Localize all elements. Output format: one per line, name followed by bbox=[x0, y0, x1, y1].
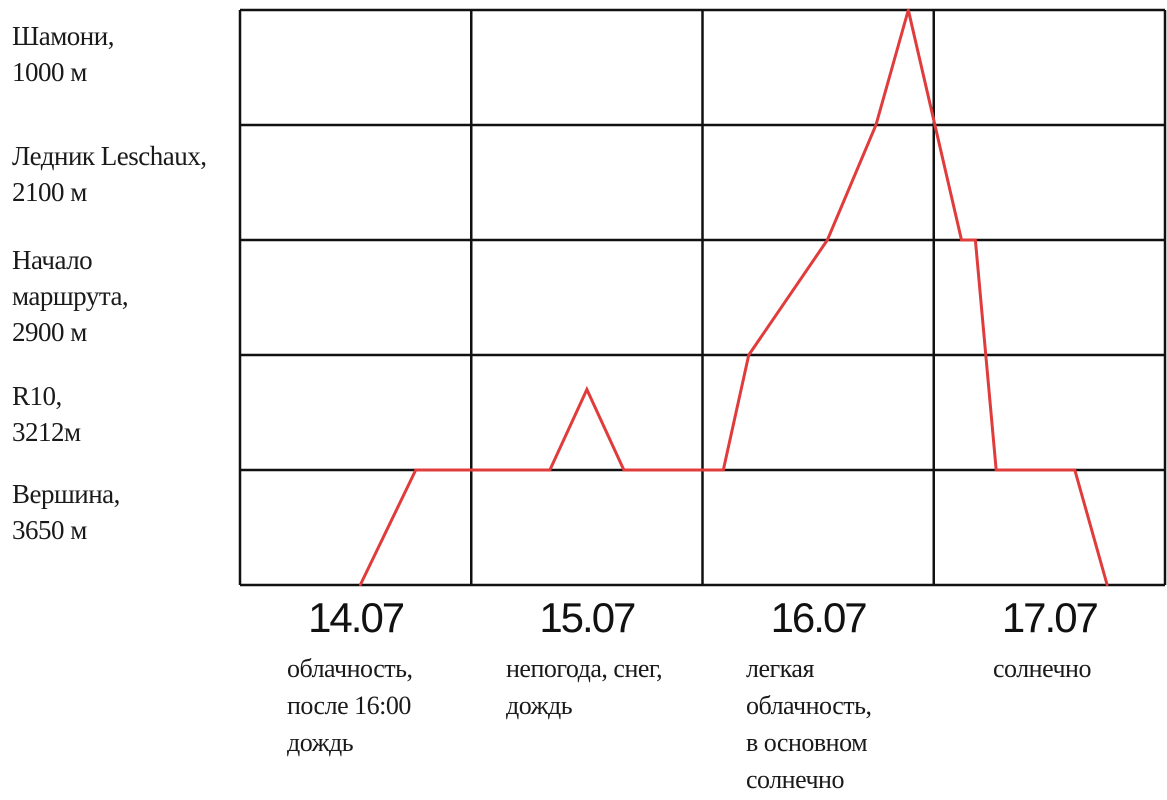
y-label-2: Начало маршрута, 2900 м bbox=[12, 242, 129, 350]
y-label-line: Ледник Leschaux, bbox=[12, 141, 207, 171]
x-tick-label: 16.07 bbox=[770, 594, 868, 641]
y-label-0: Шамони, 1000 м bbox=[12, 18, 114, 90]
series-point-1 bbox=[414, 468, 417, 472]
weather-note-line: в основном bbox=[746, 728, 868, 757]
day-column-0: 14.07 облачность, после 16:00 дождь bbox=[241, 590, 471, 761]
y-label-line: R10, bbox=[12, 381, 62, 411]
series-point-7 bbox=[826, 238, 829, 242]
weather-note: облачность, после 16:00 дождь bbox=[287, 650, 471, 761]
series-point-13 bbox=[1073, 468, 1077, 472]
y-label-line: маршрута, bbox=[12, 281, 129, 311]
day-column-2: 16.07 легкая облачность, в основном солнечно bbox=[703, 590, 933, 798]
chart-series bbox=[358, 8, 1109, 587]
y-label-line: Шамони, bbox=[12, 21, 114, 51]
y-label-line: Начало bbox=[12, 245, 93, 275]
weather-note: непогода, снег, дождь bbox=[506, 650, 702, 724]
series-point-10 bbox=[960, 238, 963, 242]
x-tick-label: 14.07 bbox=[308, 594, 405, 641]
series-point-14 bbox=[1105, 583, 1109, 587]
weather-note-line: облачность, bbox=[746, 691, 872, 720]
y-label-4: Вершина, 3650 м bbox=[12, 476, 120, 548]
weather-note-line: дождь bbox=[506, 691, 573, 720]
weather-note: легкая облачность, в основном солнечно bbox=[746, 650, 933, 798]
series-point-3 bbox=[585, 388, 589, 391]
weather-note-line: солнечно bbox=[993, 654, 1091, 683]
x-tick-label: 15.07 bbox=[539, 594, 636, 641]
series-point-9 bbox=[907, 8, 910, 12]
series-point-2 bbox=[548, 468, 552, 472]
weather-note-line: солнечно bbox=[746, 765, 844, 794]
day-column-3: 17.07 солнечно bbox=[934, 590, 1164, 687]
series-point-8 bbox=[874, 123, 878, 127]
weather-note-line: легкая bbox=[746, 654, 814, 683]
y-label-line: 3650 м bbox=[12, 515, 87, 545]
y-label-line: 1000 м bbox=[12, 57, 87, 87]
series-point-4 bbox=[622, 468, 626, 472]
series-point-0 bbox=[359, 583, 362, 587]
chart-grid bbox=[238, 8, 1167, 587]
weather-note-line: после 16:00 bbox=[287, 691, 411, 720]
weather-note: солнечно bbox=[993, 650, 1164, 687]
y-label-line: Вершина, bbox=[12, 479, 120, 509]
series-point-11 bbox=[974, 238, 977, 242]
series-point-6 bbox=[747, 353, 750, 357]
y-label-3: R10, 3212м bbox=[12, 378, 81, 450]
day-column-1: 15.07 непогода, снег, дождь bbox=[472, 590, 702, 724]
weather-note-line: непогода, снег, bbox=[506, 654, 663, 683]
y-label-1: Ледник Leschaux, 2100 м bbox=[12, 138, 207, 210]
y-label-line: 2900 м bbox=[12, 317, 87, 347]
y-label-line: 2100 м bbox=[12, 177, 87, 207]
weather-note-line: облачность, bbox=[287, 654, 413, 683]
series-point-12 bbox=[994, 468, 998, 472]
weather-note-line: дождь bbox=[287, 728, 354, 757]
series-point-5 bbox=[722, 468, 725, 472]
x-tick-label: 17.07 bbox=[1001, 594, 1099, 641]
y-label-line: 3212м bbox=[12, 417, 81, 447]
